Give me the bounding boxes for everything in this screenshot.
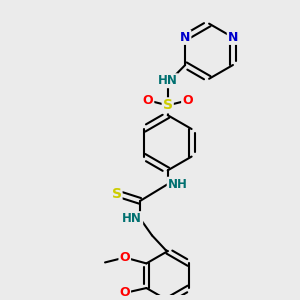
Text: O: O bbox=[119, 251, 130, 264]
Text: NH: NH bbox=[168, 178, 188, 190]
Text: N: N bbox=[228, 31, 238, 44]
Text: O: O bbox=[182, 94, 193, 107]
Text: S: S bbox=[112, 187, 122, 201]
Text: HN: HN bbox=[158, 74, 178, 87]
Text: S: S bbox=[163, 98, 173, 112]
Text: O: O bbox=[119, 286, 130, 299]
Text: O: O bbox=[143, 94, 153, 107]
Text: HN: HN bbox=[122, 212, 142, 225]
Text: N: N bbox=[180, 31, 190, 44]
